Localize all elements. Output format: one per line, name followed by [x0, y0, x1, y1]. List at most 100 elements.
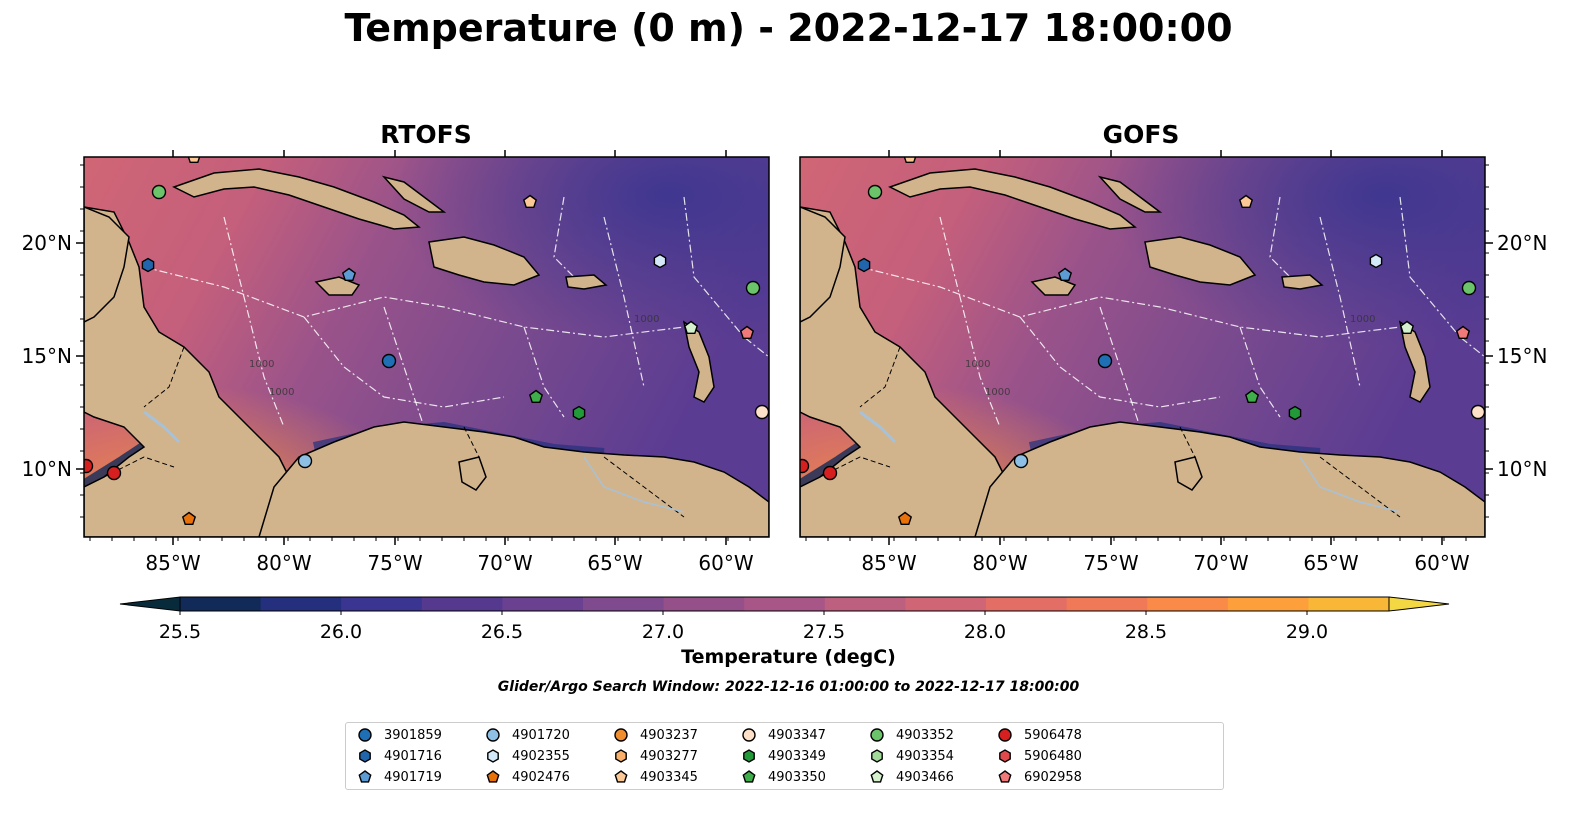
land-hispaniola	[1144, 236, 1257, 286]
lon-tick-label: 80°W	[256, 551, 311, 575]
legend-marker	[870, 728, 884, 742]
float-marker-4903347	[754, 404, 769, 420]
float-marker-5906478	[84, 458, 94, 474]
legend-item: 3901859	[356, 726, 442, 744]
contour-label: 1000	[269, 387, 294, 398]
land-puertoRico	[565, 274, 608, 290]
colorbar-tick-label: 26.5	[481, 621, 523, 643]
legend-marker-circle	[998, 728, 1012, 742]
land-yucatanCoast	[84, 206, 130, 323]
legend-marker	[742, 770, 756, 783]
float-marker-4903345	[1238, 194, 1254, 208]
legend-label: 4903345	[640, 769, 698, 785]
land-jamaica	[314, 276, 361, 296]
colorbar-tick-label: 26.0	[320, 621, 362, 643]
legend-label: 4903354	[896, 748, 954, 764]
legend-marker	[742, 728, 756, 742]
lat-tick-label-right: 10°N	[1497, 457, 1547, 481]
land-southAm	[974, 421, 1485, 537]
legend-label: 6902958	[1024, 769, 1082, 785]
legend-label: 4903277	[640, 748, 698, 764]
land-lakeMaracaibo	[1174, 456, 1203, 491]
float-marker-4901719	[1057, 267, 1073, 282]
map-figure: 1000 1000 1000 1000 1000 1000 85°W 85°W 80°W 80…	[22, 150, 1547, 575]
panel-title-rtofs: RTOFS	[380, 120, 472, 149]
float-marker-4903349	[1288, 405, 1302, 421]
float-marker-3901859	[1097, 353, 1113, 369]
lon-tick-label: 60°W	[698, 551, 753, 575]
colorbar-segment	[663, 597, 745, 611]
legend-marker	[486, 770, 500, 783]
legend-marker-pentagon	[998, 770, 1012, 783]
float-marker-5906478	[822, 465, 838, 481]
legend-label: 5906478	[1024, 727, 1082, 743]
lon-tick-label: 80°W	[972, 551, 1027, 575]
land-southAm	[258, 421, 769, 537]
lat-tick-label-right: 15°N	[1497, 344, 1547, 368]
legend-marker	[870, 770, 884, 783]
float-marker-4903345	[903, 157, 917, 164]
legend-marker-circle	[742, 728, 756, 742]
lat-tick-label-right: 20°N	[1497, 231, 1547, 255]
legend-item: 4902355	[484, 747, 570, 765]
float-marker-4903466	[1399, 320, 1415, 335]
contour-label: 1000	[1350, 314, 1375, 325]
float-marker-4903345	[522, 194, 538, 208]
colorbar-segment	[1308, 597, 1390, 611]
float-marker-6902958	[1455, 325, 1471, 340]
legend-item: 6902958	[996, 768, 1082, 786]
lon-tick-label: 70°W	[477, 551, 532, 575]
lon-tick-label: 65°W	[587, 551, 642, 575]
legend-label: 4903352	[896, 727, 954, 743]
float-marker-4903350	[1244, 389, 1260, 404]
colorbar-tick-label: 28.5	[1125, 621, 1167, 643]
colorbar-extend-low	[119, 596, 181, 612]
legend-marker	[999, 749, 1011, 763]
legend: 3901859 4901716 4901719 4901720 4902355 49024…	[345, 722, 1224, 790]
colorbar-tick-label: 27.0	[642, 621, 684, 643]
legend-marker	[998, 770, 1012, 783]
legend-marker	[998, 728, 1012, 742]
land-lesser	[682, 320, 715, 403]
legend-marker	[743, 749, 755, 763]
lat-tick-label-left: 20°N	[22, 231, 72, 255]
legend-item: 4903277	[612, 747, 698, 765]
float-marker-4903466	[683, 320, 699, 335]
float-marker-4901716	[141, 257, 155, 273]
main-title: Temperature (0 m) - 2022-12-17 18:00:00	[344, 6, 1233, 50]
legend-item: 4903349	[740, 747, 826, 765]
legend-label: 4903350	[768, 769, 826, 785]
land-bahamas	[1097, 175, 1163, 213]
lon-tick-label: 85°W	[861, 551, 916, 575]
float-marker-4902476	[181, 511, 197, 525]
float-marker-4903349	[572, 405, 586, 421]
float-marker-4902476	[897, 511, 913, 525]
legend-item: 4901719	[356, 768, 442, 786]
legend-marker	[486, 728, 500, 742]
legend-item: 4902476	[484, 768, 570, 786]
legend-marker	[614, 728, 628, 742]
float-marker-4903350	[528, 389, 544, 404]
lon-tick-label: 85°W	[145, 551, 200, 575]
lat-tick-label-left: 10°N	[22, 457, 72, 481]
colorbar-segment	[986, 597, 1068, 611]
legend-label: 4903466	[896, 769, 954, 785]
lon-tick-label: 65°W	[1303, 551, 1358, 575]
land-lakeMaracaibo	[458, 456, 487, 491]
colorbar-segment	[421, 597, 503, 611]
colorbar-segment	[1227, 597, 1309, 611]
legend-item: 5906478	[996, 726, 1082, 744]
land-cuba	[172, 168, 421, 230]
search-window-text: Glider/Argo Search Window: 2022-12-16 01…	[497, 679, 1080, 695]
float-marker-4903352	[1461, 280, 1477, 296]
colorbar-label: Temperature (degC)	[681, 646, 896, 668]
legend-item: 4903237	[612, 726, 698, 744]
legend-item: 5906480	[996, 747, 1082, 765]
legend-label: 3901859	[384, 727, 442, 743]
legend-label: 4902355	[512, 748, 570, 764]
legend-marker	[615, 749, 627, 763]
legend-marker-hexagon	[743, 749, 755, 763]
float-marker-5906478	[800, 458, 810, 474]
legend-marker	[358, 770, 372, 783]
float-marker-5906478	[106, 465, 122, 481]
